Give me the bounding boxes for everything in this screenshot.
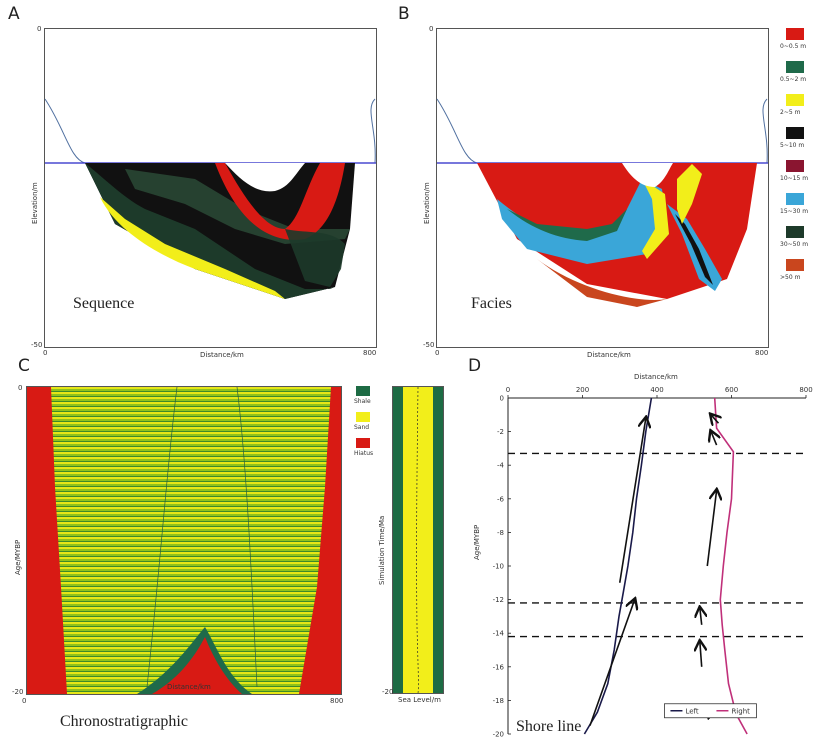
y-tick-label: -2	[497, 428, 504, 436]
trend-arrow	[711, 432, 717, 446]
trend-arrow	[700, 642, 702, 667]
sea-level-ytick-bottom: -20	[382, 688, 394, 696]
shoreline-chart-svg: 0 200 400 600 800 0 -2 -4 -6 -8 -10 -12 -14 -16 -18 -20…	[493, 386, 813, 739]
sea-level-column	[392, 386, 444, 694]
shoreline-legend-box	[664, 703, 757, 719]
panel-a-xtick-left: 0	[43, 349, 48, 357]
chrono-legend: Shale Sand Hiatus	[352, 386, 382, 466]
chrono-legend-label: Hiatus	[354, 450, 374, 457]
panel-b-ytick-bottom: -50	[423, 341, 435, 349]
chrono-legend-swatch	[356, 386, 370, 396]
trend-arrow	[706, 490, 716, 567]
panel-c-ytick-top: 0	[18, 384, 23, 392]
panel-d-label: Shore line	[516, 718, 582, 735]
facies-legend-label: 2~5 m	[780, 109, 801, 116]
panel-b-letter: B	[398, 4, 410, 24]
facies-legend-label: 15~30 m	[780, 208, 809, 215]
y-tick-label: -4	[497, 462, 505, 470]
facies-legend-swatch	[786, 28, 804, 40]
legend-label-left: Left	[685, 707, 698, 715]
panel-b-svg	[436, 98, 768, 307]
y-tick-label: -14	[493, 630, 505, 638]
y-tick-label: -8	[497, 529, 504, 537]
panel-a-xtick-right: 800	[363, 349, 377, 357]
y-tick-label: 0	[500, 395, 504, 403]
facies-legend: 0~0.5 m 0.5~2 m 2~5 m 5~10 m 10~15 m 15~30 m 3…	[780, 28, 822, 288]
panel-b-xlabel: Distance/km	[587, 351, 631, 359]
trend-arrow	[711, 415, 718, 423]
panel-c-xlabel: Distance/km	[167, 683, 211, 691]
panel-c-xtick-right: 800	[330, 697, 344, 705]
facies-legend-label: 30~50 m	[780, 241, 809, 248]
panel-b-xtick-right: 800	[755, 349, 769, 357]
chrono-legend-label: Shale	[354, 398, 371, 405]
facies-legend-label: 10~15 m	[780, 175, 809, 182]
panel-a-ytick-bottom: -50	[31, 341, 43, 349]
y-tick-label: -6	[497, 495, 505, 503]
legend-label-right: Right	[731, 707, 750, 715]
panel-b-plot: Facies Distance/km Elevation/m 0 -50 0 8…	[423, 25, 769, 359]
facies-legend-swatch	[786, 226, 804, 238]
panel-a-ylabel: Elevation/m	[31, 182, 39, 224]
x-tick-label: 0	[506, 386, 510, 394]
panel-a-svg	[44, 98, 376, 299]
panel-c-xtick-left: 0	[22, 697, 27, 705]
y-tick-label: -16	[493, 663, 505, 671]
y-tick-label: -18	[493, 697, 504, 705]
panel-b-xtick-left: 0	[435, 349, 440, 357]
chrono-legend-swatch	[356, 438, 370, 448]
panel-c-ytick-bottom: -20	[12, 688, 24, 696]
panel-a-xlabel: Distance/km	[200, 351, 244, 359]
facies-legend-swatch	[786, 160, 804, 172]
facies-legend-label: >50 m	[780, 274, 801, 281]
facies-legend-swatch	[786, 127, 804, 139]
x-tick-label: 200	[576, 386, 589, 394]
panel-b-ytick-top: 0	[429, 25, 434, 33]
series-line-right	[713, 397, 748, 735]
panel-d-xlabel: Distance/km	[634, 373, 678, 381]
panel-b-label: Facies	[471, 295, 512, 312]
facies-legend-swatch	[786, 193, 804, 205]
facies-legend-label: 0.5~2 m	[780, 76, 807, 83]
y-tick-label: -12	[493, 596, 504, 604]
chrono-legend-label: Sand	[354, 424, 370, 431]
panel-c-ylabel: Age/MYBP	[14, 539, 22, 575]
panel-d-letter: D	[468, 356, 482, 376]
trend-arrow	[618, 418, 646, 583]
x-tick-label: 800	[799, 386, 812, 394]
y-tick-label: -10	[493, 563, 504, 571]
series-line-left	[583, 397, 653, 735]
sea-level-ylabel: Simulation Time/Ma	[378, 515, 386, 585]
panel-a-label: Sequence	[73, 295, 135, 312]
panel-c-label: Chronostratigraphic	[60, 713, 188, 730]
panel-a-plot: Sequence Distance/km Elevation/m 0 -50 0…	[31, 25, 377, 359]
facies-legend-label: 5~10 m	[780, 142, 805, 149]
sea-level-svg	[393, 387, 443, 693]
facies-legend-label: 0~0.5 m	[780, 43, 807, 50]
panel-c-plot: Distance/km	[26, 386, 342, 695]
panel-c-svg	[27, 387, 341, 694]
trend-arrow	[700, 608, 702, 625]
panel-a-ytick-top: 0	[37, 25, 42, 33]
panel-b-ylabel: Elevation/m	[423, 182, 431, 224]
sea-level-xlabel: Sea Level/m	[398, 696, 441, 704]
facies-legend-swatch	[786, 94, 804, 106]
x-tick-label: 400	[650, 386, 663, 394]
panel-c-letter: C	[18, 356, 30, 376]
x-tick-label: 600	[725, 386, 738, 394]
panel-a-letter: A	[8, 4, 20, 24]
trend-arrow	[589, 600, 635, 726]
facies-legend-swatch	[786, 259, 804, 271]
chrono-legend-swatch	[356, 412, 370, 422]
y-tick-label: -20	[493, 731, 504, 739]
facies-legend-swatch	[786, 61, 804, 73]
panel-d-area: 0 200 400 600 800 0 -2 -4 -6 -8 -10 -12 -14 -16 -18 -20…	[470, 372, 820, 740]
panel-d-ylabel: Age/MYBP	[473, 524, 481, 560]
